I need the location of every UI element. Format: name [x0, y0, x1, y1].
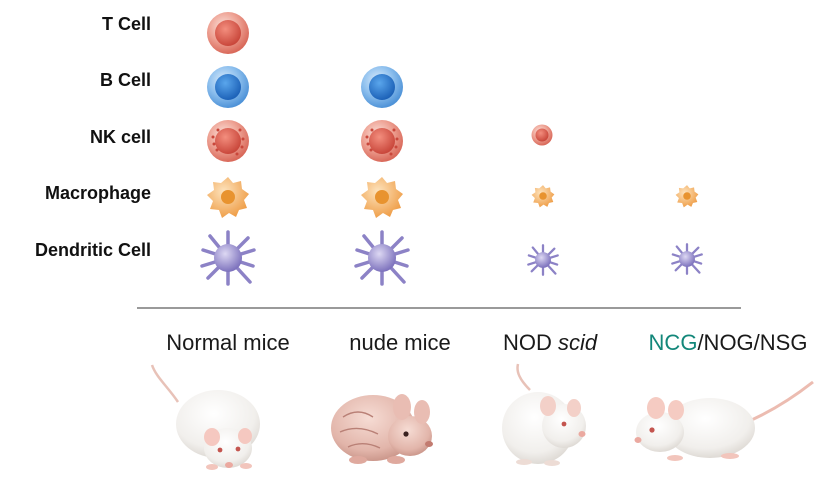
b-cell-icon [361, 66, 403, 108]
nude-mouse-illustration [331, 394, 433, 464]
label-ncg: NCG [648, 330, 698, 355]
dendritic-cell-icon [671, 243, 703, 275]
b-cell-icon [207, 66, 249, 108]
column-label-nod-scid: NOD scid [503, 330, 597, 356]
row-label-nk-cell: NK cell [89, 127, 151, 147]
normal-mouse-illustration [150, 364, 260, 470]
nod-scid-mouse-illustration [502, 363, 586, 466]
nk-cell-icon [531, 124, 553, 146]
dendritic-cell-icon [354, 230, 410, 286]
row-label-macrophage: Macrophage [44, 183, 151, 203]
macrophage-icon [675, 185, 699, 208]
macrophage-icon [207, 177, 249, 218]
label-text: NOD [502, 330, 558, 355]
row-label-t-cell: T Cell [101, 14, 151, 34]
label-text: nude mice [349, 330, 451, 355]
dendritic-cell-icon [527, 244, 559, 276]
label-text: Normal mice [166, 330, 290, 355]
macrophage-icon [531, 185, 555, 208]
ncg-mouse-illustration [634, 380, 814, 461]
dendritic-cell-icon [200, 230, 256, 286]
nk-cell-icon [207, 120, 249, 162]
column-label-normal-mice: Normal mice [166, 330, 289, 356]
nk-cell-icon [361, 120, 403, 162]
t-cell-icon [207, 12, 249, 54]
row-label-b-cell: B Cell [99, 70, 151, 90]
column-label-nude-mice: nude mice [349, 330, 451, 356]
label-rest: /NOG/NSG [697, 330, 808, 355]
macrophage-icon [361, 177, 403, 218]
column-label-ncg-nog-nsg: NCG/NOG/NSG [649, 330, 808, 356]
label-italic: scid [557, 330, 598, 355]
divider [137, 307, 741, 309]
row-label-dendritic-cell: Dendritic Cell [34, 240, 151, 260]
